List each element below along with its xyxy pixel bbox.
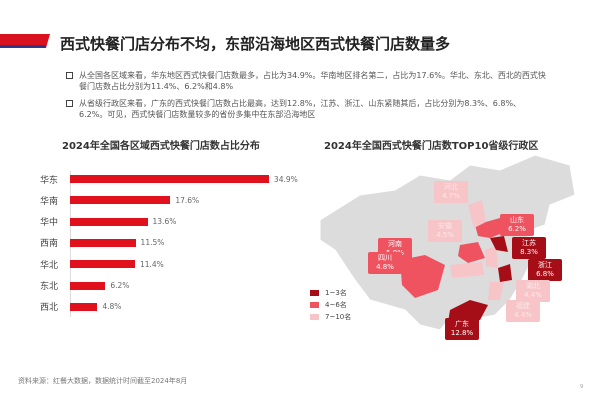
legend-swatch	[310, 302, 319, 308]
province-name: 广东	[455, 320, 469, 328]
bar	[70, 217, 148, 226]
province-name: 河南	[388, 240, 402, 248]
map-title: 2024年全国西式快餐门店数TOP10省级行政区	[324, 141, 539, 152]
region-anhui	[485, 246, 498, 268]
region-zhejiang	[498, 264, 512, 282]
bar	[70, 281, 106, 290]
province-name: 山东	[510, 216, 524, 224]
bullet-item: 从全国各区域来看，华东地区西式快餐门店数最多，占比为34.9%。华南地区排名第二…	[66, 70, 546, 92]
data-label: 11.4%	[139, 259, 164, 269]
bar	[70, 196, 171, 205]
province-name: 安徽	[438, 222, 452, 230]
map-label: 安徽 4.5%	[428, 220, 462, 242]
bar-row: 华南 17.6%	[40, 194, 200, 207]
region-henan	[458, 242, 485, 263]
china-map	[319, 154, 576, 332]
legend-item: 1~3名	[310, 288, 347, 298]
bar-row: 华东 34.9%	[40, 173, 298, 186]
data-label: 4.8%	[102, 302, 122, 312]
region-fujian	[488, 282, 504, 300]
bar-row: 东北 6.2%	[40, 280, 129, 292]
map-label: 山东 6.2%	[500, 214, 534, 236]
header-accent-line	[0, 45, 46, 48]
category-label: 西北	[40, 303, 59, 314]
map-label: 河北 4.7%	[434, 181, 468, 203]
province-name: 四川	[378, 254, 392, 262]
data-label: 11.5%	[140, 238, 165, 248]
map-label: 广东 12.8%	[445, 318, 479, 340]
province-value: 4.8%	[376, 263, 394, 271]
bar-row: 华中 13.6%	[40, 216, 176, 228]
province-name: 河北	[444, 183, 458, 191]
legend-swatch	[310, 314, 319, 320]
legend-label: 7~10名	[325, 313, 352, 321]
category-label: 西南	[40, 239, 59, 250]
bar	[70, 175, 269, 183]
category-label: 华南	[40, 196, 59, 207]
square-bullet-icon	[66, 100, 73, 107]
province-name: 湖北	[526, 282, 540, 290]
region-hubei	[450, 262, 484, 278]
province-value: 6.2%	[508, 225, 526, 233]
province-value: 4.4%	[514, 311, 532, 319]
data-label: 34.9%	[273, 174, 298, 184]
bar-row: 西南 11.5%	[40, 237, 164, 249]
legend-label: 4~6名	[325, 301, 347, 309]
bullet-list: 从全国各区域来看，华东地区西式快餐门店数最多，占比为34.9%。华南地区排名第二…	[66, 70, 546, 126]
province-value: 4.4%	[524, 291, 542, 299]
legend-item: 7~10名	[310, 312, 351, 322]
province-name: 江苏	[522, 239, 536, 247]
province-value: 4.7%	[442, 192, 460, 200]
square-bullet-icon	[66, 72, 73, 79]
legend-label: 1~3名	[325, 289, 347, 297]
page-title: 西式快餐门店分布不均，东部沿海地区西式快餐门店数量多	[60, 35, 451, 53]
bar	[70, 302, 98, 311]
bar-chart-title: 2024年全国各区域西式快餐门店数占比分布	[62, 141, 260, 152]
region-sichuan	[400, 255, 445, 298]
header-accent	[0, 34, 50, 48]
map-label: 浙江 6.8%	[528, 259, 562, 281]
province-value: 8.3%	[520, 248, 538, 256]
bar	[70, 238, 136, 247]
bar	[70, 260, 135, 269]
category-label: 华中	[40, 218, 59, 229]
category-label: 华北	[40, 260, 59, 271]
map-label: 四川 4.8%	[368, 252, 402, 274]
data-label: 13.6%	[152, 217, 177, 227]
map-label: 湖北 4.4%	[516, 280, 550, 302]
category-label: 华东	[40, 175, 59, 186]
data-label: 17.6%	[175, 195, 200, 205]
province-name: 浙江	[538, 261, 552, 269]
province-name: 福建	[516, 302, 530, 310]
source-note: 资料来源：红餐大数据，数据统计时间截至2024年8月	[18, 377, 188, 385]
map-label: 福建 4.4%	[506, 300, 540, 322]
bar-row: 西北 4.8%	[40, 301, 121, 313]
region-hebei	[468, 200, 486, 228]
bullet-item: 从省级行政区来看，广东的西式快餐门店数占比最高，达到12.8%，江苏、浙江、山东…	[66, 98, 546, 120]
bullet-text: 从全国各区域来看，华东地区西式快餐门店数最多，占比为34.9%。华南地区排名第二…	[79, 71, 546, 91]
bullet-text: 从省级行政区来看，广东的西式快餐门店数占比最高，达到12.8%，江苏、浙江、山东…	[79, 99, 522, 119]
data-label: 6.2%	[110, 281, 130, 290]
legend-item: 4~6名	[310, 300, 347, 310]
province-value: 6.8%	[536, 270, 554, 278]
page-number: 9	[580, 384, 584, 390]
legend-swatch	[310, 290, 319, 296]
map-label: 江苏 8.3%	[512, 237, 546, 259]
province-value: 4.5%	[436, 231, 454, 239]
province-value: 12.8%	[450, 329, 474, 337]
bar-row: 华北 11.4%	[40, 258, 164, 271]
category-label: 东北	[40, 282, 59, 292]
region-jiangsu	[490, 236, 508, 252]
